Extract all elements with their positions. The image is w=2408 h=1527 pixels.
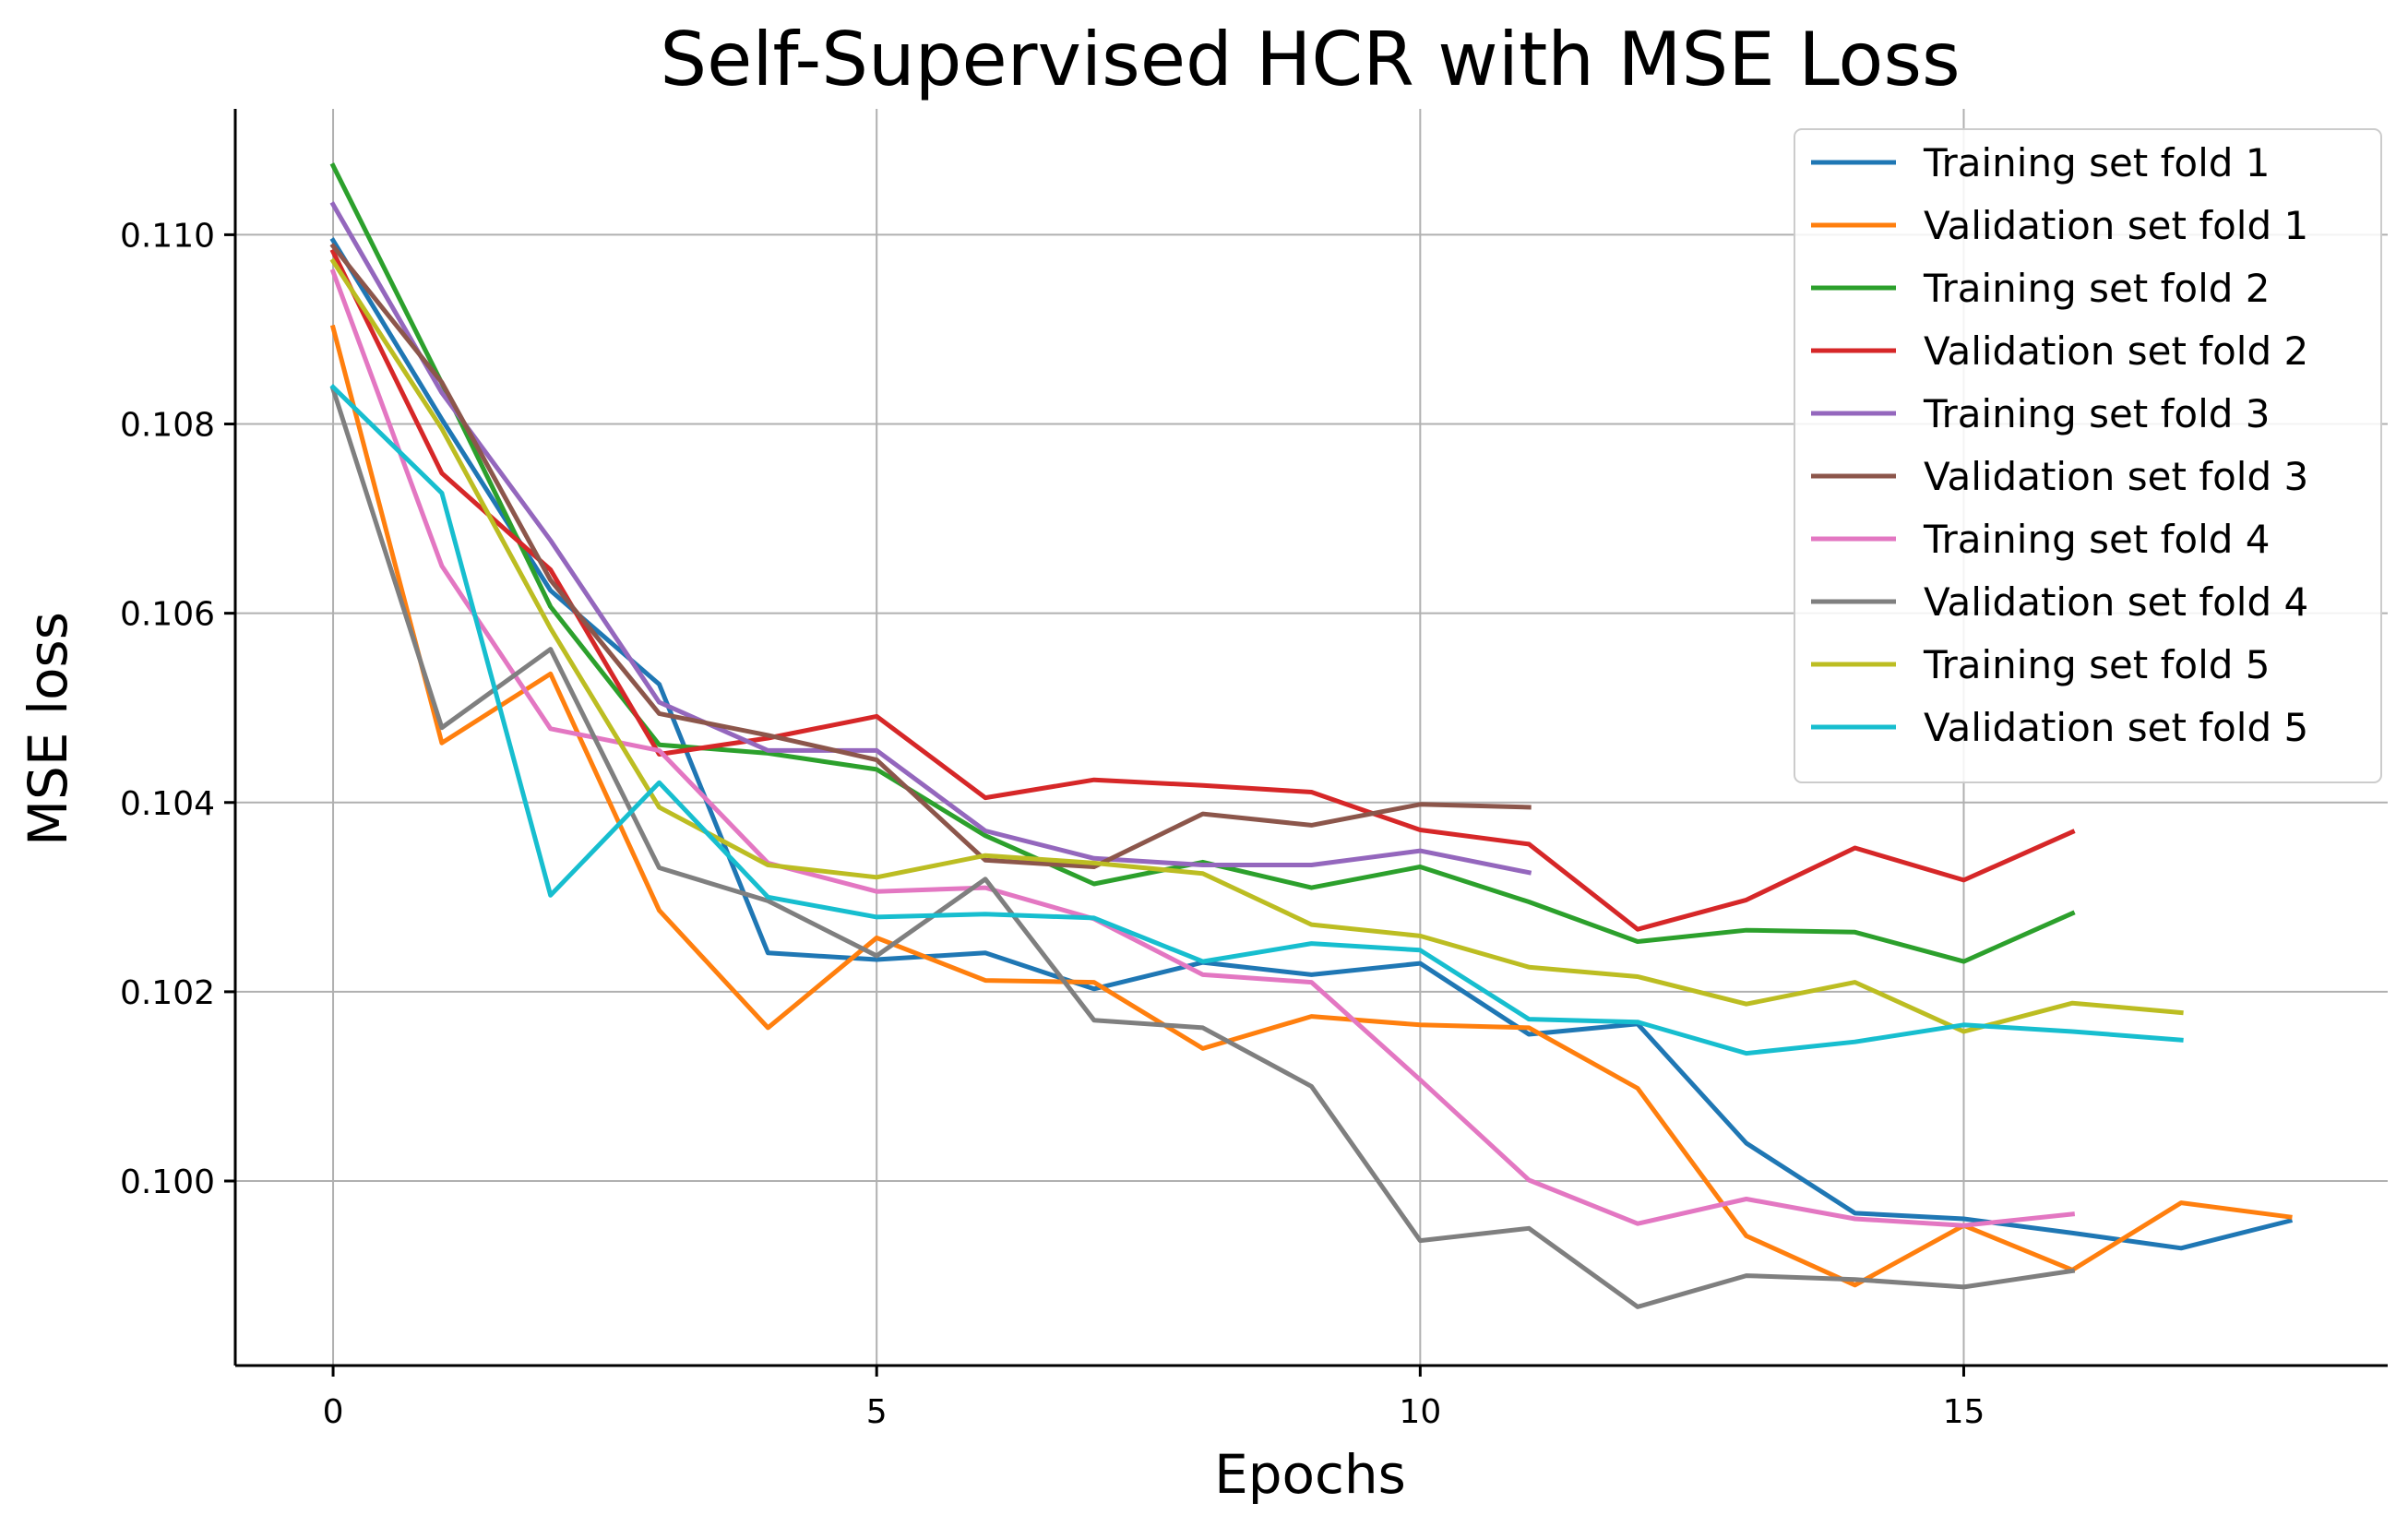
series-line-8 [329, 386, 2076, 1309]
legend-label-10: Validation set fold 5 [1924, 705, 2308, 750]
legend-label-5: Training set fold 3 [1923, 391, 2271, 436]
legend: Training set fold 1 Validation set fold 1… [1794, 128, 2382, 783]
legend-label-9: Training set fold 5 [1923, 642, 2271, 687]
series-line-4 [329, 248, 2076, 932]
legend-box [1794, 128, 2382, 783]
y-tick-label: 0.100 [120, 1163, 215, 1201]
x-tick-label: 0 [323, 1393, 344, 1431]
series-line-3 [329, 162, 2076, 964]
series-layer [329, 162, 2294, 1309]
legend-label-3: Training set fold 2 [1923, 266, 2271, 311]
series-line-6 [329, 243, 1532, 869]
y-tick-label: 0.102 [120, 974, 215, 1012]
series-line-9 [329, 257, 2184, 1034]
x-tick-label: 10 [1399, 1393, 1441, 1431]
series-line-1 [329, 237, 2294, 1251]
x-axis-label: Epochs [1214, 1443, 1406, 1506]
y-ticks: 0.100 0.102 0.104 0.106 0.108 0.110 [120, 217, 235, 1201]
legend-label-2: Validation set fold 1 [1924, 203, 2308, 248]
series-line-10 [329, 383, 2184, 1056]
axes [233, 109, 2388, 1367]
chart-title: Self-Supervised HCR with MSE Loss [660, 17, 1960, 102]
legend-label-7: Training set fold 4 [1923, 517, 2271, 562]
x-tick-label: 5 [866, 1393, 888, 1431]
legend-label-4: Validation set fold 2 [1924, 328, 2308, 374]
y-tick-label: 0.106 [120, 596, 215, 634]
legend-label-8: Validation set fold 4 [1924, 579, 2308, 625]
y-tick-label: 0.110 [120, 217, 215, 255]
legend-label-6: Validation set fold 3 [1924, 454, 2308, 499]
y-tick-label: 0.104 [120, 785, 215, 823]
x-ticks: 0 5 10 15 [323, 1366, 1985, 1431]
y-axis-label: MSE loss [17, 612, 79, 846]
legend-label-1: Training set fold 1 [1923, 140, 2271, 185]
y-tick-label: 0.108 [120, 407, 215, 445]
series-line-5 [329, 201, 1532, 876]
x-tick-label: 15 [1943, 1393, 1985, 1431]
